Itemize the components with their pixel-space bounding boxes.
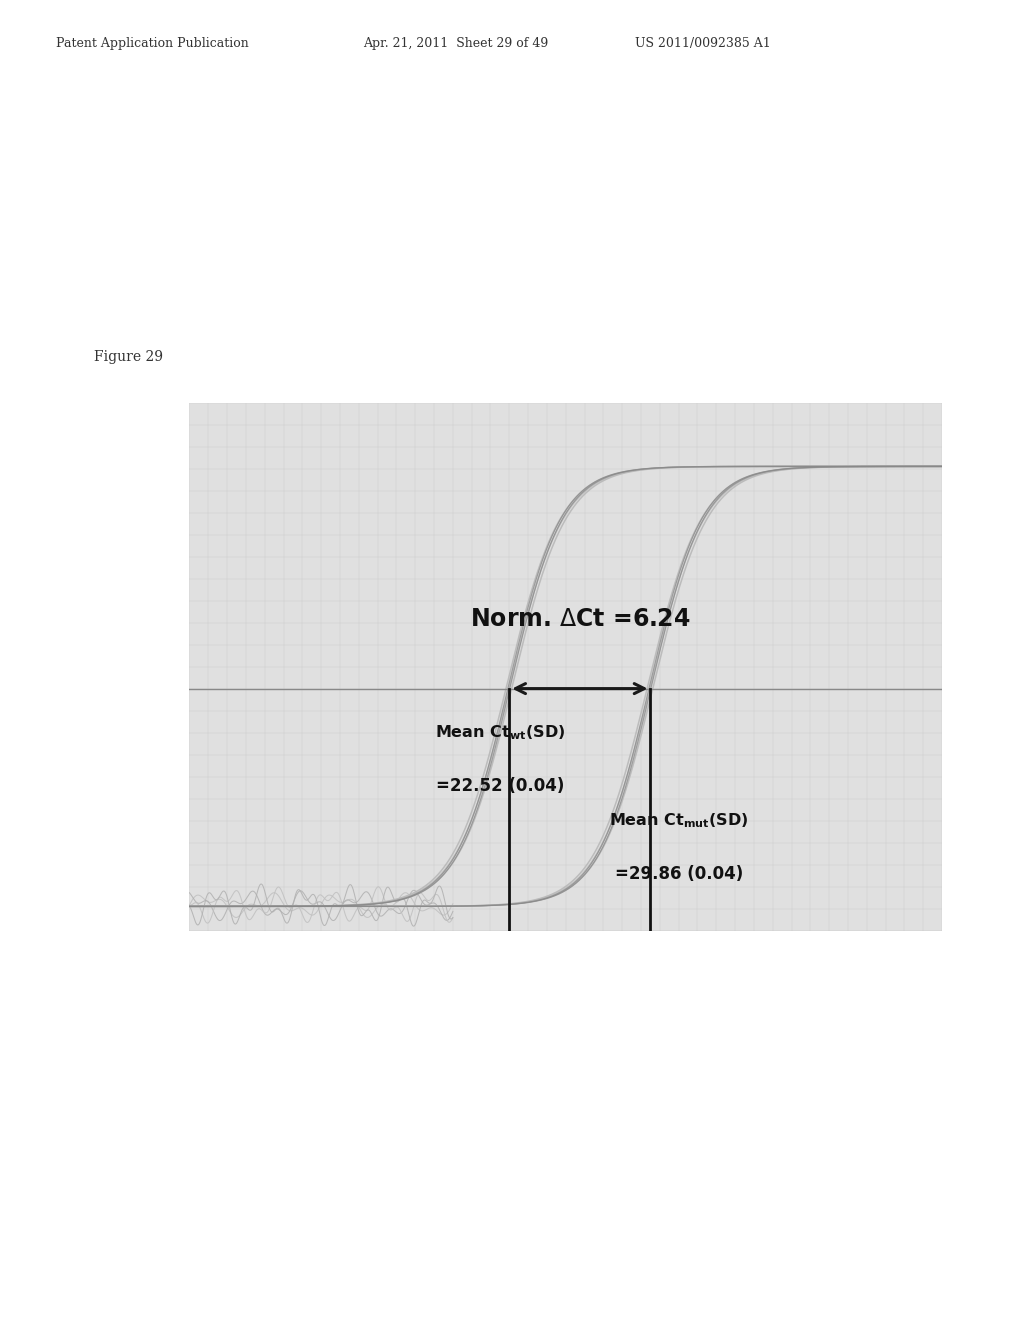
Text: Apr. 21, 2011  Sheet 29 of 49: Apr. 21, 2011 Sheet 29 of 49 — [364, 37, 549, 50]
Text: US 2011/0092385 A1: US 2011/0092385 A1 — [635, 37, 771, 50]
Text: Patent Application Publication: Patent Application Publication — [56, 37, 249, 50]
Text: Figure 29: Figure 29 — [94, 350, 163, 364]
Text: =29.86 (0.04): =29.86 (0.04) — [614, 865, 742, 883]
Text: Mean Ct$_{\mathregular{mut}}$(SD): Mean Ct$_{\mathregular{mut}}$(SD) — [609, 812, 749, 830]
Text: Mean Ct$_{\mathregular{wt}}$(SD): Mean Ct$_{\mathregular{wt}}$(SD) — [435, 723, 565, 742]
Text: Norm. $\Delta$Ct =6.24: Norm. $\Delta$Ct =6.24 — [470, 607, 690, 631]
Text: =22.52 (0.04): =22.52 (0.04) — [436, 776, 564, 795]
